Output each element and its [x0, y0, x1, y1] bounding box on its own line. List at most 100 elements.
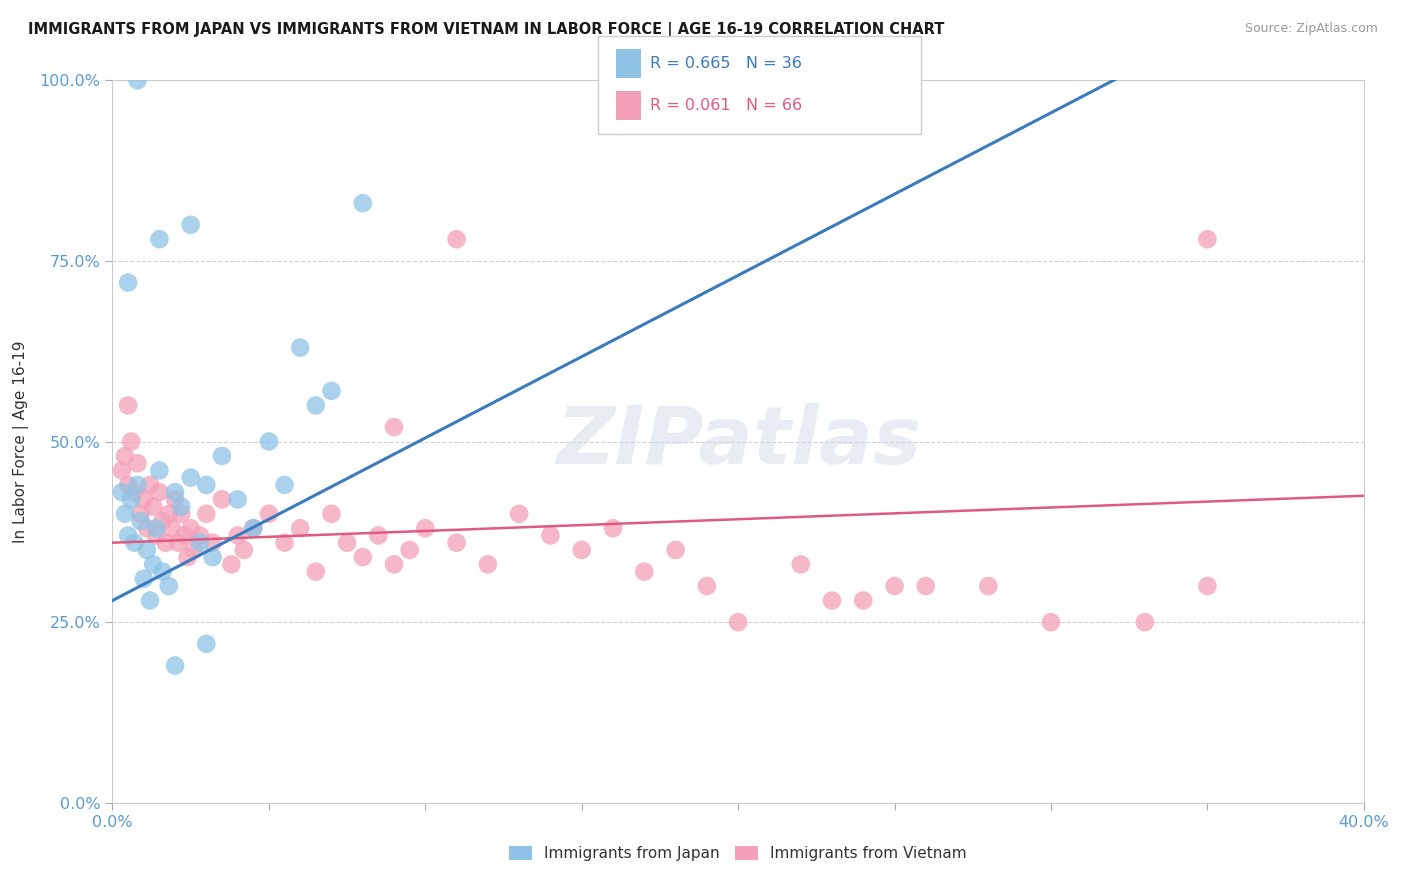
- Point: [120, 434, 142, 449]
- Point: [696, 579, 718, 593]
- Point: [195, 478, 218, 492]
- Point: [195, 637, 218, 651]
- Point: [111, 463, 134, 477]
- Point: [290, 341, 312, 355]
- Point: [117, 528, 139, 542]
- Point: [398, 542, 420, 557]
- Point: [201, 550, 224, 565]
- Point: [321, 384, 343, 398]
- Point: [352, 196, 374, 211]
- Point: [1197, 579, 1219, 593]
- Point: [602, 521, 624, 535]
- Point: [124, 485, 146, 500]
- Point: [852, 593, 875, 607]
- Point: [160, 521, 183, 535]
- Legend: Immigrants from Japan, Immigrants from Vietnam: Immigrants from Japan, Immigrants from V…: [503, 840, 973, 867]
- Point: [883, 579, 905, 593]
- Point: [173, 528, 195, 542]
- Y-axis label: In Labor Force | Age 16-19: In Labor Force | Age 16-19: [13, 340, 28, 543]
- Point: [127, 456, 149, 470]
- Text: IMMIGRANTS FROM JAPAN VS IMMIGRANTS FROM VIETNAM IN LABOR FORCE | AGE 16-19 CORR: IMMIGRANTS FROM JAPAN VS IMMIGRANTS FROM…: [28, 22, 945, 38]
- Point: [446, 535, 468, 549]
- Point: [195, 507, 218, 521]
- Point: [321, 507, 343, 521]
- Point: [201, 535, 224, 549]
- Point: [170, 507, 193, 521]
- Point: [157, 507, 180, 521]
- Point: [226, 528, 249, 542]
- Point: [477, 558, 499, 572]
- Point: [352, 550, 374, 565]
- Point: [633, 565, 655, 579]
- Point: [124, 535, 146, 549]
- Point: [821, 593, 844, 607]
- Point: [188, 528, 211, 542]
- Point: [117, 276, 139, 290]
- Point: [142, 500, 165, 514]
- Point: [132, 572, 155, 586]
- Point: [127, 73, 149, 87]
- Point: [305, 565, 328, 579]
- Point: [117, 478, 139, 492]
- Point: [538, 528, 561, 542]
- Point: [176, 550, 198, 565]
- Point: [111, 485, 134, 500]
- Point: [135, 521, 157, 535]
- Point: [139, 478, 162, 492]
- Point: [290, 521, 312, 535]
- Point: [157, 579, 180, 593]
- Point: [305, 398, 328, 412]
- Point: [163, 492, 186, 507]
- Point: [152, 565, 174, 579]
- Point: [139, 593, 162, 607]
- Point: [382, 558, 405, 572]
- Point: [132, 492, 155, 507]
- Point: [114, 449, 136, 463]
- Point: [915, 579, 938, 593]
- Point: [180, 521, 202, 535]
- Point: [508, 507, 530, 521]
- Point: [367, 528, 389, 542]
- Point: [180, 218, 202, 232]
- Point: [1039, 615, 1063, 630]
- Point: [273, 535, 295, 549]
- Point: [1197, 232, 1219, 246]
- Text: R = 0.665   N = 36: R = 0.665 N = 36: [650, 56, 801, 71]
- Point: [446, 232, 468, 246]
- Point: [129, 507, 152, 521]
- Point: [135, 542, 157, 557]
- Point: [790, 558, 813, 572]
- Point: [167, 535, 190, 549]
- Point: [148, 485, 170, 500]
- Point: [336, 535, 359, 549]
- Text: ZIPatlas: ZIPatlas: [555, 402, 921, 481]
- Point: [242, 521, 264, 535]
- Point: [226, 492, 249, 507]
- Point: [120, 492, 142, 507]
- Point: [183, 542, 205, 557]
- Point: [148, 463, 170, 477]
- Text: Source: ZipAtlas.com: Source: ZipAtlas.com: [1244, 22, 1378, 36]
- Point: [117, 398, 139, 412]
- Point: [163, 658, 186, 673]
- Point: [114, 507, 136, 521]
- Point: [127, 478, 149, 492]
- Point: [145, 528, 167, 542]
- Point: [221, 558, 243, 572]
- Point: [413, 521, 436, 535]
- Point: [163, 485, 186, 500]
- Point: [142, 558, 165, 572]
- Point: [188, 535, 211, 549]
- Point: [170, 500, 193, 514]
- Point: [1133, 615, 1156, 630]
- Point: [664, 542, 686, 557]
- Point: [129, 514, 152, 528]
- Point: [155, 535, 177, 549]
- Point: [145, 521, 167, 535]
- Point: [148, 232, 170, 246]
- Point: [257, 434, 280, 449]
- Text: R = 0.061   N = 66: R = 0.061 N = 66: [650, 98, 801, 113]
- Point: [242, 521, 264, 535]
- Point: [211, 449, 233, 463]
- Point: [180, 471, 202, 485]
